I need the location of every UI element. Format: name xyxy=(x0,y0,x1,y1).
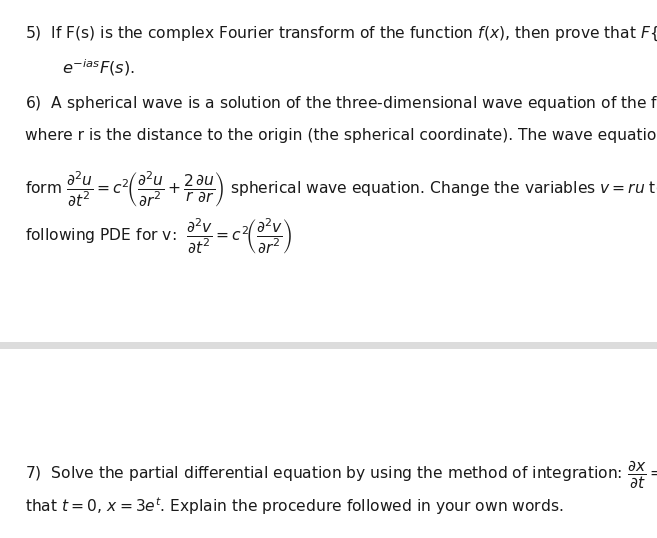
Text: 6)  A spherical wave is a solution of the three-dimensional wave equation of the: 6) A spherical wave is a solution of the… xyxy=(25,94,657,112)
Text: following PDE for v:  $\dfrac{\partial^2 v}{\partial t^2} = c^2\!\left(\dfrac{\p: following PDE for v: $\dfrac{\partial^2 … xyxy=(25,216,292,256)
Text: where r is the distance to the origin (the spherical coordinate). The wave equat: where r is the distance to the origin (t… xyxy=(25,128,657,143)
Text: that $t=0,\, x=3e^{t}$. Explain the procedure followed in your own words.: that $t=0,\, x=3e^{t}$. Explain the proc… xyxy=(25,495,564,516)
Text: $e^{-ias}F(s).$: $e^{-ias}F(s).$ xyxy=(62,58,135,78)
Bar xyxy=(0,342,657,349)
Text: 5)  If F(s) is the complex Fourier transform of the function $f(x)$, then prove : 5) If F(s) is the complex Fourier transf… xyxy=(25,24,657,43)
Text: form $\dfrac{\partial^2 u}{\partial t^2} = c^2\!\left(\dfrac{\partial^2 u}{\part: form $\dfrac{\partial^2 u}{\partial t^2}… xyxy=(25,169,657,209)
Text: 7)  Solve the partial differential equation by using the method of integration: : 7) Solve the partial differential equati… xyxy=(25,458,657,490)
